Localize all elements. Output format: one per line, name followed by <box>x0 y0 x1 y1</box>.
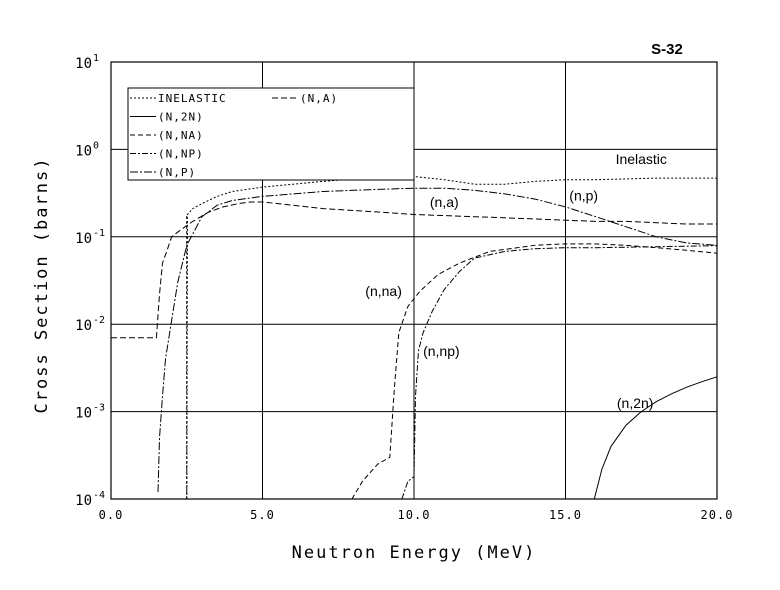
y-tick-label: 10 <box>75 143 92 159</box>
chart-title: S-32 <box>651 41 683 58</box>
curve-annotation: (n,2n) <box>617 395 654 411</box>
series-line-np <box>157 187 718 493</box>
series-line-nnp <box>401 245 718 500</box>
y-tick-exponent: 0 <box>93 140 99 151</box>
x-tick-label: 5.0 <box>250 508 275 522</box>
y-tick-exponent: -4 <box>93 490 105 501</box>
y-axis-label: Cross Section (barns) <box>32 157 52 414</box>
y-tick-label: 10 <box>75 231 92 247</box>
x-tick-label: 0.0 <box>99 508 124 522</box>
plot-frame <box>110 61 718 500</box>
curve-annotation: (n,a) <box>430 194 459 210</box>
y-tick-label: 10 <box>75 318 92 334</box>
legend-label: INELASTIC <box>158 92 227 105</box>
x-axis-label: Neutron Energy (MeV) <box>292 543 537 563</box>
y-tick-label: 10 <box>75 56 92 72</box>
legend-label: (N,NA) <box>158 129 204 142</box>
legend-label: (N,2N) <box>158 111 204 124</box>
y-tick-exponent: -2 <box>93 315 105 326</box>
curve-annotation: (n,np) <box>423 343 460 359</box>
y-tick-label: 10 <box>75 493 92 509</box>
series-line-n2n <box>593 376 718 500</box>
legend-label: (N,A) <box>300 92 338 105</box>
legend-box <box>127 87 415 181</box>
annotation-layer: Inelastic (n,a) (n,p) (n,na) (n,np) (n,2n) <box>365 151 667 411</box>
x-tick-label: 20.0 <box>701 508 734 522</box>
legend: INELASTIC (N,2N) (N,NA) (N,NP) (N,P) (N,A) <box>127 87 415 181</box>
series-line-na <box>111 201 717 339</box>
legend-label: (N,NP) <box>158 148 204 161</box>
series-line-inelastic <box>186 175 717 500</box>
x-tick-label: 10.0 <box>398 508 431 522</box>
y-tick-exponent: 1 <box>93 53 99 64</box>
series-layer <box>111 175 718 500</box>
x-tick-label: 15.0 <box>549 508 582 522</box>
curve-annotation: Inelastic <box>616 151 667 167</box>
legend-label: (N,P) <box>158 166 196 179</box>
series-line-nna <box>351 243 718 500</box>
y-tick-label: 10 <box>75 406 92 422</box>
curve-annotation: (n,na) <box>365 283 402 299</box>
y-tick-exponent: -1 <box>93 228 105 239</box>
y-tick-exponent: -3 <box>93 403 105 414</box>
x-tick-labels: 0.0 5.0 10.0 15.0 20.0 <box>99 508 734 522</box>
curve-annotation: (n,p) <box>569 188 598 204</box>
